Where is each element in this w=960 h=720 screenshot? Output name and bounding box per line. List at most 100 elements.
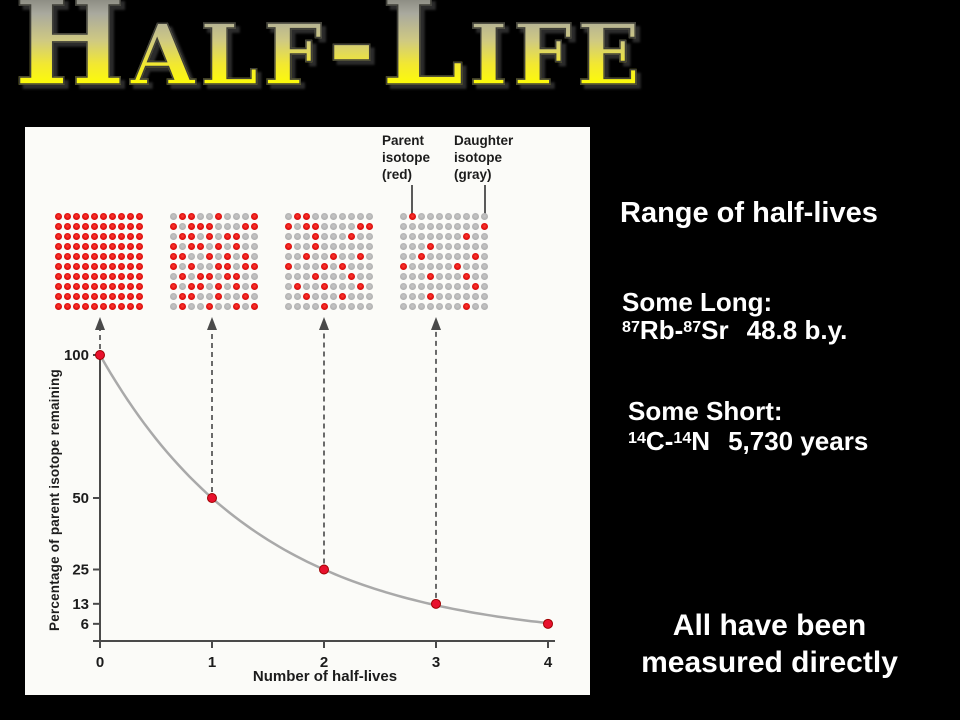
parent-atom-dot <box>109 283 116 290</box>
parent-atom-dot <box>136 243 143 250</box>
daughter-atom-dot <box>215 273 222 280</box>
daughter-atom-dot <box>312 263 319 270</box>
parent-atom-dot <box>224 253 231 260</box>
daughter-atom-dot <box>330 263 337 270</box>
daughter-atom-dot <box>242 233 249 240</box>
parent-atom-dot <box>233 303 240 310</box>
data-point <box>319 564 329 575</box>
parent-atom-dot <box>127 243 134 250</box>
daughter-atom-dot <box>454 303 461 310</box>
daughter-atom-dot <box>224 303 231 310</box>
parent-atom-dot <box>224 233 231 240</box>
daughter-atom-dot <box>427 303 434 310</box>
parent-atom-dot <box>127 213 134 220</box>
daughter-atom-dot <box>454 293 461 300</box>
daughter-atom-dot <box>197 233 204 240</box>
parent-atom-dot <box>348 233 355 240</box>
daughter-atom-dot <box>294 293 301 300</box>
parent-atom-dot <box>109 303 116 310</box>
daughter-atom-dot <box>436 293 443 300</box>
parent-atom-dot <box>463 273 470 280</box>
parent-atom-dot <box>454 263 461 270</box>
daughter-atom-dot <box>366 293 373 300</box>
parent-atom-dot <box>206 223 213 230</box>
parent-atom-dot <box>64 303 71 310</box>
daughter-atom-dot <box>366 213 373 220</box>
daughter-atom-dot <box>445 213 452 220</box>
parent-atom-dot <box>64 213 71 220</box>
parent-atom-dot <box>357 253 364 260</box>
daughter-atom-dot <box>179 263 186 270</box>
daughter-atom-dot <box>445 243 452 250</box>
daughter-atom-dot <box>321 253 328 260</box>
daughter-atom-dot <box>366 283 373 290</box>
data-point <box>207 493 217 503</box>
daughter-atom-dot <box>339 283 346 290</box>
daughter-atom-dot <box>285 303 292 310</box>
sr-symbol: Sr <box>701 315 729 345</box>
parent-atom-dot <box>463 303 470 310</box>
parent-atom-dot <box>303 223 310 230</box>
parent-atom-dot <box>118 263 125 270</box>
daughter-atom-dot <box>233 253 240 260</box>
daughter-atom-dot <box>197 213 204 220</box>
parent-atom-dot <box>64 243 71 250</box>
parent-atom-dot <box>91 253 98 260</box>
daughter-atom-dot <box>224 223 231 230</box>
daughter-atom-dot <box>418 213 425 220</box>
daughter-atom-dot <box>400 233 407 240</box>
daughter-atom-dot <box>285 213 292 220</box>
daughter-atom-dot <box>294 233 301 240</box>
daughter-atom-dot <box>330 213 337 220</box>
daughter-atom-dot <box>312 293 319 300</box>
daughter-atom-dot <box>481 273 488 280</box>
isotope-grid-1-half-life <box>170 213 258 310</box>
parent-atom-dot <box>55 213 62 220</box>
parent-atom-dot <box>127 233 134 240</box>
daughter-atom-dot <box>348 213 355 220</box>
daughter-atom-dot <box>330 283 337 290</box>
daughter-atom-dot <box>418 233 425 240</box>
daughter-atom-dot <box>357 243 364 250</box>
y-tick-label: 50 <box>72 490 89 507</box>
parent-atom-dot <box>118 253 125 260</box>
daughter-atom-dot <box>206 283 213 290</box>
daughter-atom-dot <box>206 293 213 300</box>
daughter-atom-dot <box>463 243 470 250</box>
parent-atom-dot <box>179 233 186 240</box>
parent-atom-dot <box>463 233 470 240</box>
parent-atom-dot <box>251 223 258 230</box>
parent-atom-dot <box>188 293 195 300</box>
parent-atom-dot <box>348 273 355 280</box>
x-tick-label: 1 <box>208 654 216 671</box>
daughter-atom-dot <box>409 303 416 310</box>
parent-atom-dot <box>136 293 143 300</box>
daughter-atom-dot <box>409 293 416 300</box>
parent-atom-dot <box>127 283 134 290</box>
daughter-atom-dot <box>436 253 443 260</box>
parent-atom-dot <box>91 243 98 250</box>
parent-isotope-label: Parent isotope (red) <box>382 133 431 182</box>
parent-atom-dot <box>73 213 80 220</box>
parent-atom-dot <box>233 273 240 280</box>
daughter-atom-dot <box>348 303 355 310</box>
daughter-atom-dot <box>366 233 373 240</box>
daughter-atom-dot <box>224 293 231 300</box>
parent-atom-dot <box>109 233 116 240</box>
daughter-atom-dot <box>445 273 452 280</box>
daughter-atom-dot <box>215 253 222 260</box>
parent-atom-dot <box>82 243 89 250</box>
parent-atom-dot <box>188 213 195 220</box>
parent-atom-dot <box>321 283 328 290</box>
parent-atom-dot <box>82 233 89 240</box>
daughter-atom-dot <box>400 293 407 300</box>
parent-atom-dot <box>82 263 89 270</box>
daughter-atom-dot <box>366 243 373 250</box>
daughter-atom-dot <box>188 273 195 280</box>
parent-atom-dot <box>64 273 71 280</box>
parent-atom-dot <box>136 223 143 230</box>
daughter-atom-dot <box>454 243 461 250</box>
parent-atom-dot <box>100 223 107 230</box>
parent-atom-dot <box>233 243 240 250</box>
